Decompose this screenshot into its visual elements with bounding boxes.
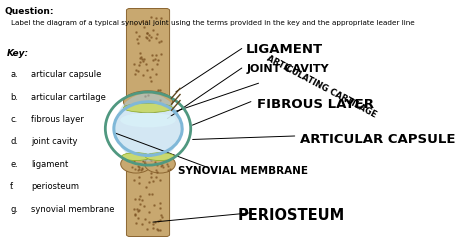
Ellipse shape [145, 155, 175, 173]
Text: f.: f. [10, 182, 15, 191]
Text: LIGAMENT: LIGAMENT [246, 43, 323, 56]
Text: c.: c. [10, 115, 18, 124]
FancyBboxPatch shape [127, 9, 170, 106]
Text: articular capsule: articular capsule [31, 70, 102, 79]
Text: articular cartilage: articular cartilage [31, 93, 106, 101]
Text: periosteum: periosteum [31, 182, 80, 191]
Text: b.: b. [10, 93, 18, 101]
Ellipse shape [121, 155, 151, 173]
FancyBboxPatch shape [127, 164, 170, 236]
Ellipse shape [123, 103, 173, 112]
Text: FIBROUS LAYER: FIBROUS LAYER [257, 98, 374, 111]
Text: Label the diagram of a typical synovial joint using the terms provided in the ke: Label the diagram of a typical synovial … [11, 20, 415, 26]
Text: g.: g. [10, 205, 18, 214]
Text: a.: a. [10, 70, 18, 79]
Text: ARTICULATING CARTILAGE: ARTICULATING CARTILAGE [265, 54, 378, 119]
Text: e.: e. [10, 160, 18, 169]
Ellipse shape [120, 113, 176, 127]
Text: Question:: Question: [4, 7, 54, 16]
Ellipse shape [123, 91, 173, 113]
Text: JOINT CAVITY: JOINT CAVITY [246, 64, 329, 74]
Text: ligament: ligament [31, 160, 69, 169]
Text: PERIOSTEUM: PERIOSTEUM [237, 208, 345, 223]
Text: synovial membrane: synovial membrane [31, 205, 115, 214]
Text: ARTICULAR CAPSULE: ARTICULAR CAPSULE [300, 133, 455, 146]
Text: fibrous layer: fibrous layer [31, 115, 84, 124]
Text: SYNOVIAL MEMBRANE: SYNOVIAL MEMBRANE [178, 166, 308, 176]
Ellipse shape [146, 153, 174, 160]
Text: d.: d. [10, 137, 18, 146]
Text: joint cavity: joint cavity [31, 137, 78, 146]
Ellipse shape [121, 153, 151, 160]
Ellipse shape [115, 93, 181, 161]
Text: Key:: Key: [7, 49, 29, 58]
